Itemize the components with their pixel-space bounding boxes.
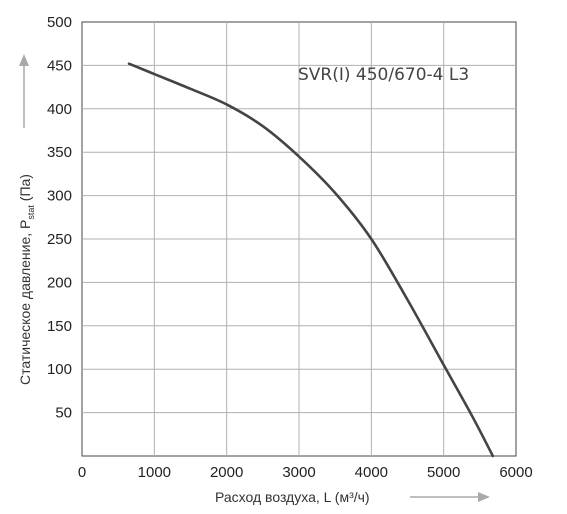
y-axis-label: Статическое давление, Pstat (Па): [17, 174, 36, 385]
y-tick-label: 450: [47, 57, 72, 74]
x-tick-labels: 0 1000 2000 3000 4000 5000 6000: [78, 464, 533, 481]
y-tick-label: 50: [55, 405, 72, 422]
y-tick-label: 300: [47, 188, 72, 205]
x-axis-arrow: [410, 492, 490, 502]
y-tick-label: 400: [47, 101, 72, 118]
y-tick-label: 250: [47, 231, 72, 248]
y-tick-label: 100: [47, 361, 72, 378]
x-tick-label: 1000: [138, 464, 171, 481]
x-tick-label: 2000: [210, 464, 243, 481]
y-axis-label-sub: stat: [26, 205, 36, 220]
grid: [82, 22, 516, 456]
y-tick-label: 350: [47, 144, 72, 161]
y-axis-arrow: [19, 54, 29, 128]
series-label: SVR(I) 450/670-4 L3: [298, 65, 469, 85]
series-line: [127, 62, 495, 458]
y-axis-label-unit: (Па): [17, 174, 33, 205]
y-tick-label: 150: [47, 318, 72, 335]
x-axis-label: Расход воздуха, L (м³/ч): [215, 489, 370, 505]
y-tick-label: 200: [47, 274, 72, 291]
x-tick-label: 4000: [355, 464, 388, 481]
x-tick-label: 5000: [427, 464, 460, 481]
y-axis-label-main: Статическое давление, P: [17, 220, 33, 385]
x-tick-label: 3000: [282, 464, 315, 481]
x-tick-label: 0: [78, 464, 86, 481]
y-tick-label: 500: [47, 14, 72, 31]
y-tick-labels: 50 100 150 200 250 300 350 400 450 500: [47, 14, 72, 422]
x-tick-label: 6000: [499, 464, 532, 481]
